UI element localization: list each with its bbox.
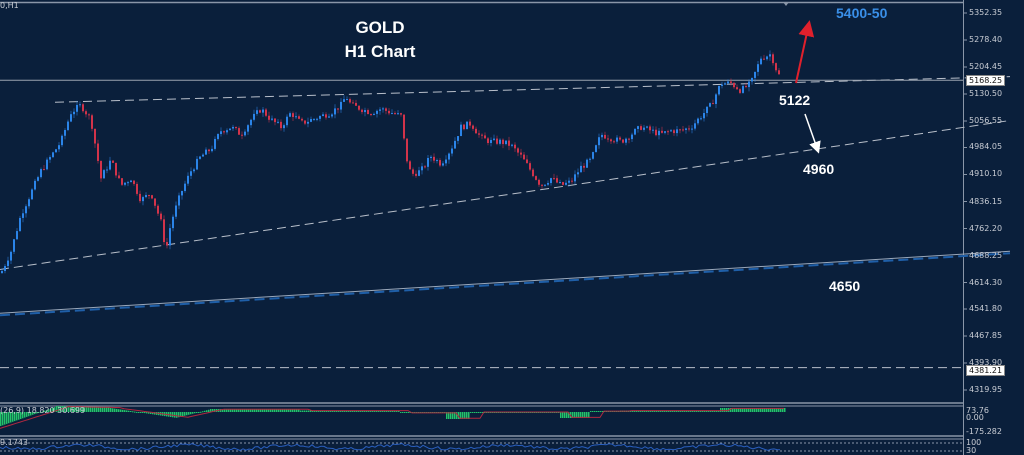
level-annotation-4960: 4960 [803, 161, 835, 177]
rsi-label: 9.1743 [0, 438, 28, 447]
macd-axis-zero: 0.00 [966, 413, 984, 422]
price-axis-tick: 4541.80 [969, 303, 1003, 313]
lower-price-tag: 4381.21 [966, 365, 1006, 376]
price-axis-tick: 4984.05 [969, 142, 1003, 152]
chart-title-instrument: GOLD [355, 18, 405, 37]
price-axis-tick: 4688.25 [969, 250, 1003, 260]
macd-label: (26,9) 18.820 30.699 [0, 406, 86, 415]
price-axis-tick: 4319.95 [969, 385, 1003, 394]
target-annotation: 5400-50 [836, 5, 888, 21]
rsi-axis-30: 30 [966, 446, 977, 455]
chart-title-timeframe: H1 Chart [344, 42, 416, 61]
price-axis-tick: 4762.20 [969, 223, 1003, 233]
price-axis-tick: 5352.35 [969, 8, 1003, 17]
level-annotation-4650: 4650 [829, 278, 861, 294]
current-price-tag: 5168.25 [966, 75, 1006, 86]
price-axis-tick: 4836.15 [969, 196, 1003, 206]
symbol-timeframe-label: 0,H1 [0, 1, 19, 10]
rsi-axis-100: 100 [966, 438, 982, 447]
price-axis-tick: 5278.40 [969, 35, 1003, 44]
price-axis-tick: 4910.10 [969, 169, 1003, 179]
macd-axis-min: -175.282 [966, 427, 1002, 436]
price-axis-tick: 5056.55 [969, 116, 1003, 126]
price-axis-tick: 4614.30 [969, 277, 1003, 287]
price-axis-tick: 4467.85 [969, 330, 1003, 340]
price-axis-tick: 4393.90 [969, 357, 1003, 367]
price-axis-tick: 5204.45 [969, 62, 1003, 71]
price-axis-tick: 5130.50 [969, 89, 1003, 98]
macd-axis-max: 73.76 [966, 406, 989, 415]
level-annotation-5122: 5122 [779, 92, 811, 108]
